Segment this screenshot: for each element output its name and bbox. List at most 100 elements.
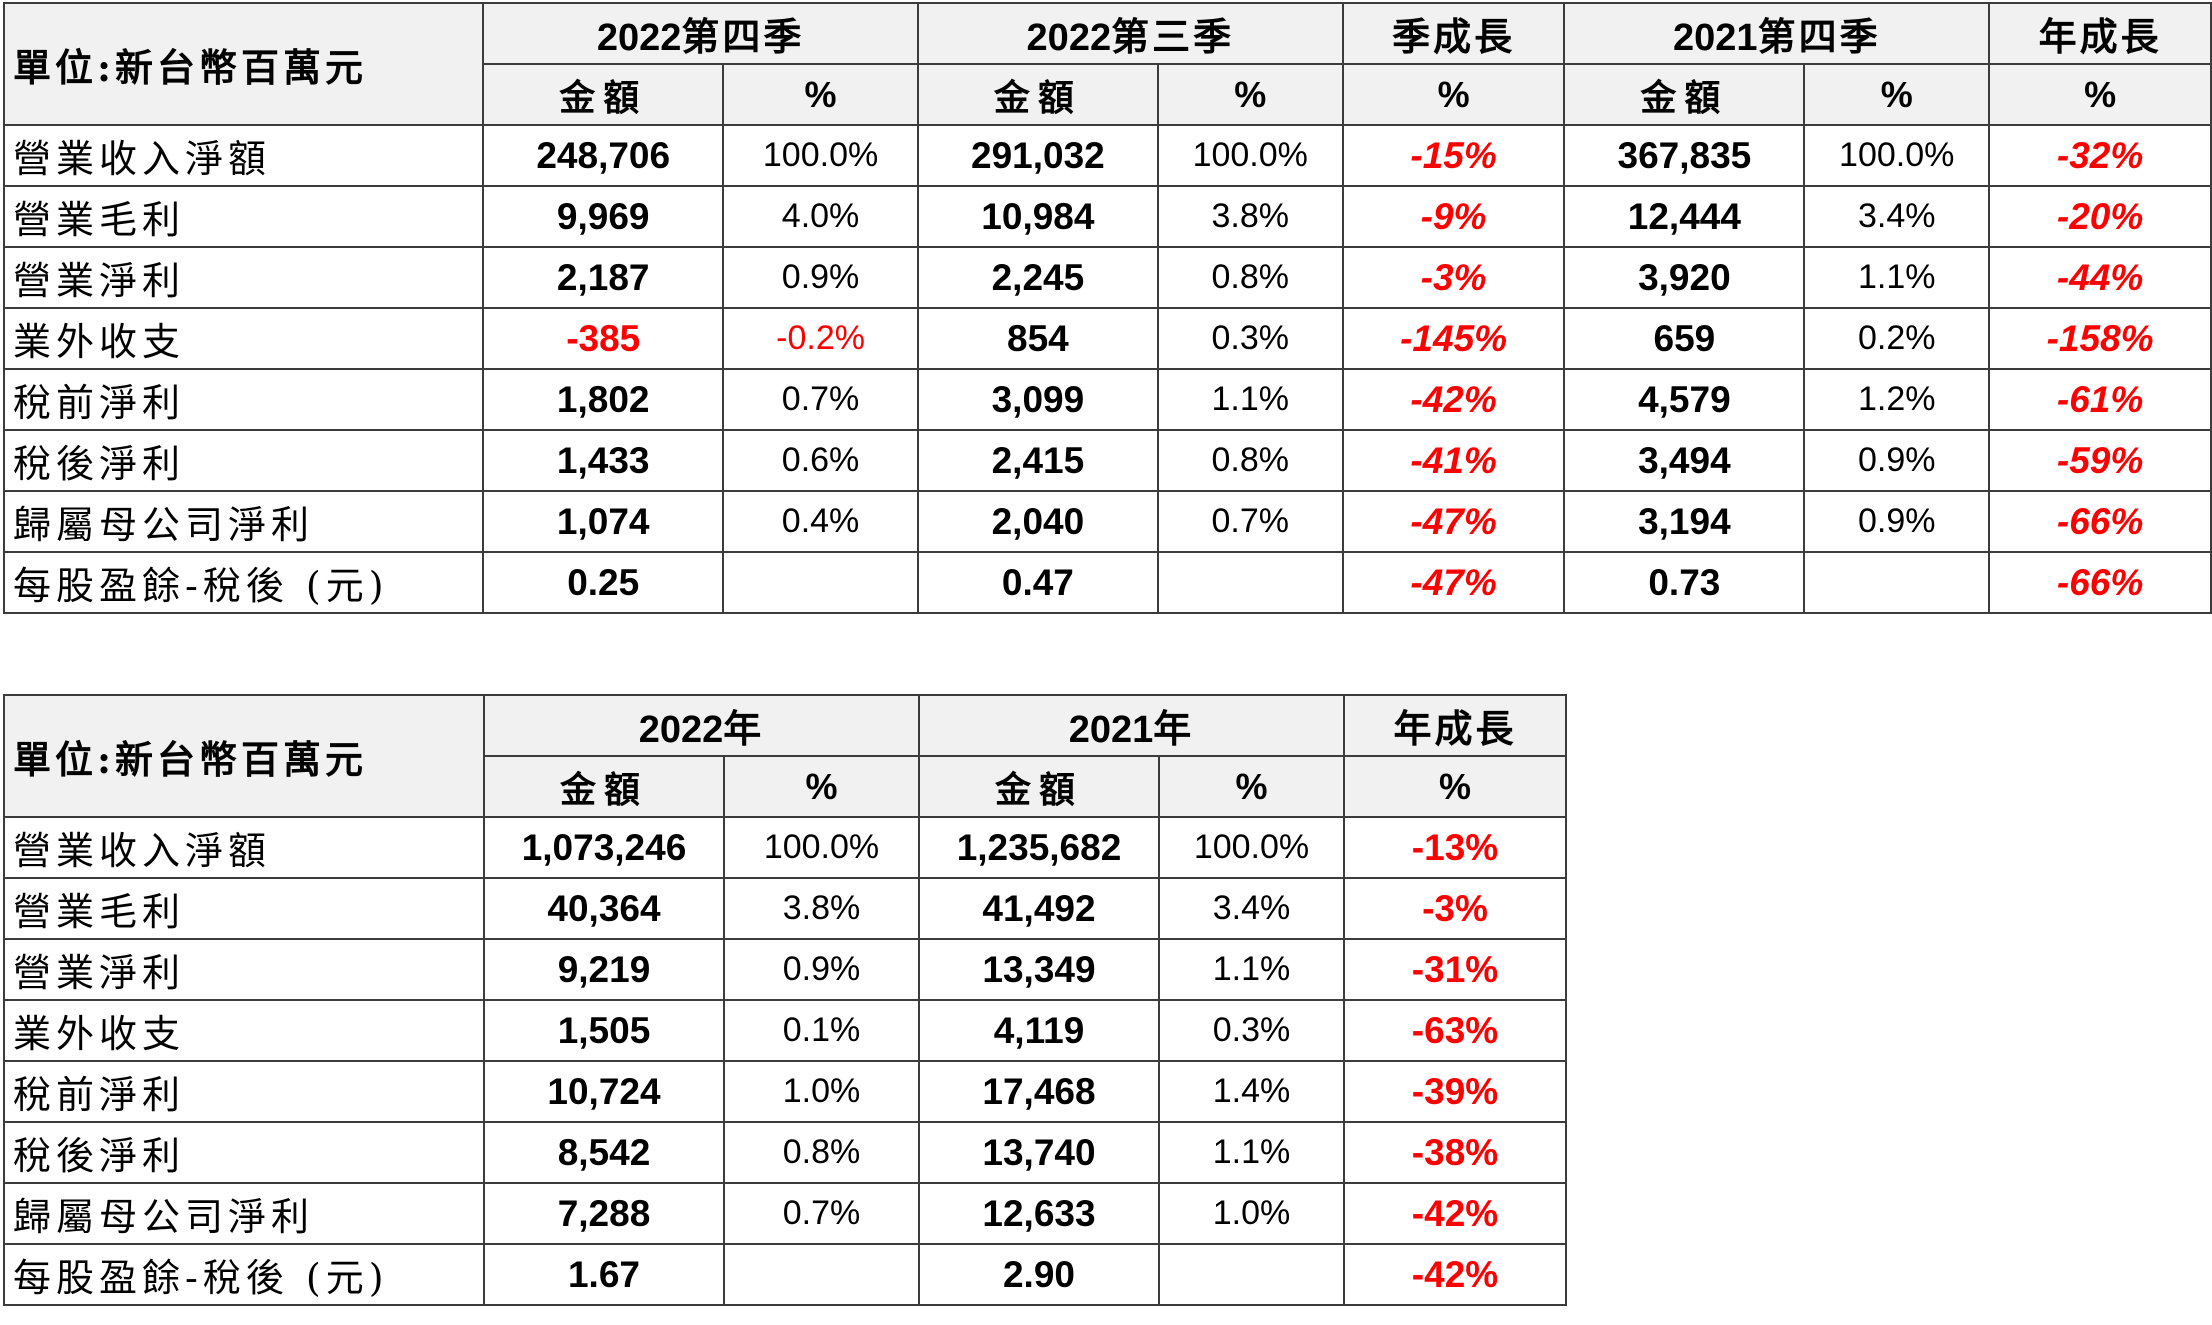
amount-cell: 12,444 xyxy=(1563,185,1806,248)
unit-label: 單位:新台幣百萬元 xyxy=(2,2,485,126)
header-q4-2022: 2022第四季 xyxy=(482,2,919,65)
percent-cell: 3.8% xyxy=(723,877,920,940)
amount-cell: 8,542 xyxy=(483,1121,725,1184)
header-yoy-growth: 年成長 xyxy=(1343,694,1567,757)
amount-cell: 659 xyxy=(1563,307,1806,370)
amount-cell: 248,706 xyxy=(482,124,725,187)
percent-cell: 0.7% xyxy=(723,1182,920,1245)
amount-cell: 0.47 xyxy=(916,551,1159,614)
row-label: 營業毛利 xyxy=(3,877,485,940)
amount-cell: 4,119 xyxy=(918,999,1160,1062)
percent-cell: 0.9% xyxy=(1803,429,1991,492)
table-row: 營業淨利 2,187 0.9% 2,245 0.8% -3% 3,920 1.1% -44% xyxy=(2,246,2212,309)
amount-cell: 2,415 xyxy=(916,429,1159,492)
amount-cell: 0.25 xyxy=(482,551,725,614)
amount-cell: 367,835 xyxy=(1563,124,1806,187)
amount-cell: 10,984 xyxy=(916,185,1159,248)
amount-cell: 1,074 xyxy=(482,490,725,553)
subheader-percent: % xyxy=(722,63,919,126)
growth-cell: -66% xyxy=(1988,551,2212,614)
amount-cell: 2,040 xyxy=(916,490,1159,553)
row-label: 稅後淨利 xyxy=(2,429,485,492)
table-row: 業外收支 1,505 0.1% 4,119 0.3% -63% xyxy=(3,999,1567,1062)
table-row: 每股盈餘-稅後 (元) 0.25 0.47 -47% 0.73 -66% xyxy=(2,551,2212,614)
amount-cell: 13,349 xyxy=(918,938,1160,1001)
percent-cell: 1.1% xyxy=(1158,1121,1345,1184)
table-row: 營業毛利 9,969 4.0% 10,984 3.8% -9% 12,444 3.4% -20% xyxy=(2,185,2212,248)
table-row: 稅後淨利 1,433 0.6% 2,415 0.8% -41% 3,494 0.9% -59% xyxy=(2,429,2212,492)
percent-cell: 0.6% xyxy=(722,429,919,492)
percent-cell xyxy=(1158,1243,1345,1306)
amount-cell: 1,802 xyxy=(482,368,725,431)
amount-cell: 10,724 xyxy=(483,1060,725,1123)
subheader-percent: % xyxy=(1803,63,1991,126)
growth-cell: -61% xyxy=(1988,368,2212,431)
percent-cell: 0.8% xyxy=(1156,246,1344,309)
table-row: 營業收入淨額 1,073,246 100.0% 1,235,682 100.0% -13% xyxy=(3,816,1567,879)
growth-cell: -32% xyxy=(1988,124,2212,187)
amount-cell: 1,433 xyxy=(482,429,725,492)
header-qoq-growth: 季成長 xyxy=(1341,2,1566,65)
growth-cell: -9% xyxy=(1341,185,1566,248)
subheader-amount: 金額 xyxy=(916,63,1159,126)
amount-cell: 9,219 xyxy=(483,938,725,1001)
growth-cell: -15% xyxy=(1341,124,1566,187)
amount-cell: 13,740 xyxy=(918,1121,1160,1184)
percent-cell: 1.4% xyxy=(1158,1060,1345,1123)
subheader-percent: % xyxy=(723,755,920,818)
header-q3-2022: 2022第三季 xyxy=(916,2,1344,65)
growth-cell: -59% xyxy=(1988,429,2212,492)
table-row: 歸屬母公司淨利 7,288 0.7% 12,633 1.0% -42% xyxy=(3,1182,1567,1245)
row-label: 營業收入淨額 xyxy=(2,124,485,187)
table-row: 營業淨利 9,219 0.9% 13,349 1.1% -31% xyxy=(3,938,1567,1001)
percent-cell: 0.9% xyxy=(1803,490,1991,553)
table-row: 稅前淨利 10,724 1.0% 17,468 1.4% -39% xyxy=(3,1060,1567,1123)
percent-cell xyxy=(1156,551,1344,614)
amount-cell: 4,579 xyxy=(1563,368,1806,431)
annual-income-table: 單位:新台幣百萬元 2022年 2021年 年成長 金額 % 金額 % % 營業… xyxy=(3,694,1567,1306)
quarterly-income-table: 單位:新台幣百萬元 2022第四季 2022第三季 季成長 2021第四季 年成… xyxy=(2,2,2212,614)
amount-cell: 1.67 xyxy=(483,1243,725,1306)
row-label: 每股盈餘-稅後 (元) xyxy=(3,1243,485,1306)
table-row: 稅前淨利 1,802 0.7% 3,099 1.1% -42% 4,579 1.2% -61% xyxy=(2,368,2212,431)
growth-cell: -31% xyxy=(1343,938,1567,1001)
table-row: 業外收支 -385 -0.2% 854 0.3% -145% 659 0.2% -158% xyxy=(2,307,2212,370)
percent-cell: 1.1% xyxy=(1156,368,1344,431)
percent-cell: 0.9% xyxy=(723,938,920,1001)
subheader-amount: 金額 xyxy=(482,63,725,126)
amount-cell: 9,969 xyxy=(482,185,725,248)
percent-cell: 100.0% xyxy=(1803,124,1991,187)
amount-cell: 3,494 xyxy=(1563,429,1806,492)
percent-cell: 3.4% xyxy=(1158,877,1345,940)
growth-cell: -3% xyxy=(1341,246,1566,309)
row-label: 營業毛利 xyxy=(2,185,485,248)
growth-cell: -42% xyxy=(1341,368,1566,431)
row-label: 營業淨利 xyxy=(2,246,485,309)
percent-cell: 0.7% xyxy=(1156,490,1344,553)
growth-cell: -39% xyxy=(1343,1060,1567,1123)
growth-cell: -66% xyxy=(1988,490,2212,553)
percent-cell xyxy=(723,1243,920,1306)
growth-cell: -47% xyxy=(1341,490,1566,553)
growth-cell: -47% xyxy=(1341,551,1566,614)
percent-cell: 4.0% xyxy=(722,185,919,248)
amount-cell: 0.73 xyxy=(1563,551,1806,614)
growth-cell: -44% xyxy=(1988,246,2212,309)
growth-cell: -42% xyxy=(1343,1243,1567,1306)
percent-cell: 1.1% xyxy=(1803,246,1991,309)
subheader-percent: % xyxy=(1156,63,1344,126)
amount-cell: 2,187 xyxy=(482,246,725,309)
amount-cell: 7,288 xyxy=(483,1182,725,1245)
percent-cell: 100.0% xyxy=(1158,816,1345,879)
amount-cell: 1,505 xyxy=(483,999,725,1062)
percent-cell: 3.4% xyxy=(1803,185,1991,248)
percent-cell: 0.7% xyxy=(722,368,919,431)
percent-cell: 0.1% xyxy=(723,999,920,1062)
row-label: 營業淨利 xyxy=(3,938,485,1001)
header-year-2021: 2021年 xyxy=(918,694,1345,757)
table-row: 稅後淨利 8,542 0.8% 13,740 1.1% -38% xyxy=(3,1121,1567,1184)
growth-cell: -41% xyxy=(1341,429,1566,492)
table-row: 歸屬母公司淨利 1,074 0.4% 2,040 0.7% -47% 3,194 0.9% -6… xyxy=(2,490,2212,553)
amount-cell: 854 xyxy=(916,307,1159,370)
percent-cell: 3.8% xyxy=(1156,185,1344,248)
